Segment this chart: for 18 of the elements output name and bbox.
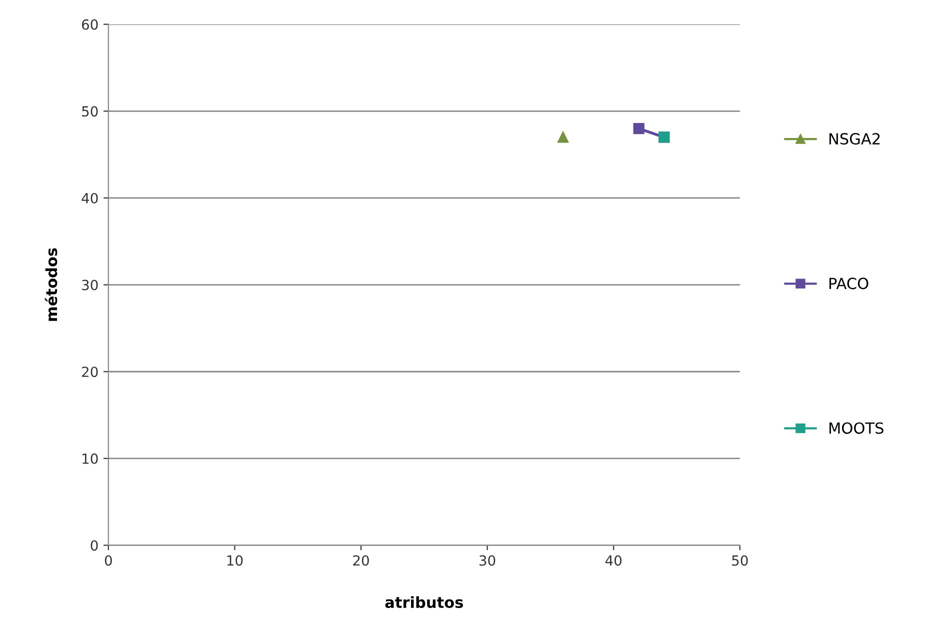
y-tick-label: 60 <box>82 19 98 30</box>
legend-label: NSGA2 <box>829 133 880 145</box>
y-axis-title: métodos <box>44 248 58 321</box>
x-tick-label: 40 <box>605 555 622 566</box>
y-tick-label: 10 <box>82 453 98 464</box>
x-tick-label: 50 <box>732 555 748 566</box>
legend-label: MOOTS <box>829 422 884 434</box>
y-tick-label: 50 <box>82 106 98 117</box>
y-tick-label: 30 <box>82 280 98 290</box>
x-axis-title: atributos <box>385 596 463 608</box>
y-tick-label: 0 <box>90 540 98 551</box>
x-tick-label: 30 <box>480 555 496 566</box>
y-tick-label: 40 <box>82 192 98 204</box>
x-tick-label: 10 <box>227 555 243 566</box>
y-tick-label: 20 <box>82 366 98 378</box>
legend-label: PACO <box>829 278 868 290</box>
x-tick-label: 0 <box>104 555 112 566</box>
x-tick-label: 20 <box>353 555 369 566</box>
